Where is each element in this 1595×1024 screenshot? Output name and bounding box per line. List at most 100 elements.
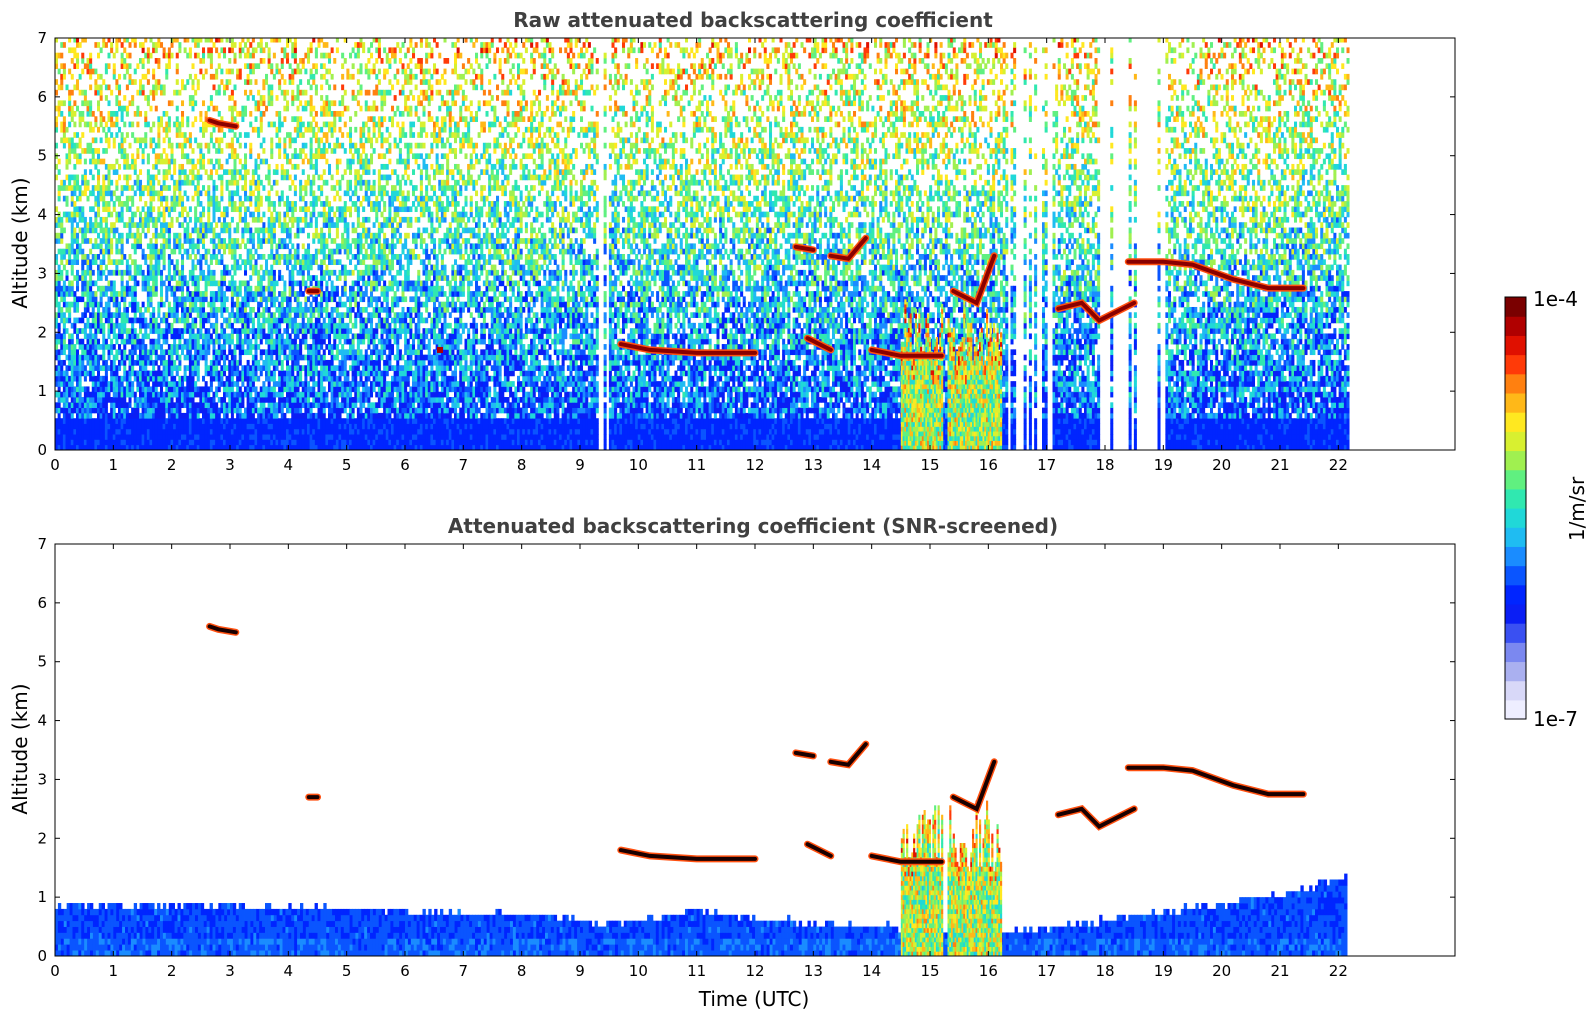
signal-cell <box>76 58 79 64</box>
signal-cell <box>181 318 184 324</box>
signal-cell <box>73 63 76 69</box>
signal-cell <box>318 143 321 149</box>
signal-cell <box>268 413 271 419</box>
signal-cell <box>262 413 265 419</box>
signal-cell <box>268 307 271 313</box>
signal-cell <box>102 270 105 276</box>
signal-cell <box>207 228 210 234</box>
signal-cell <box>323 222 326 228</box>
signal-cell <box>231 196 234 202</box>
signal-cell <box>129 53 132 59</box>
signal-cell <box>247 402 250 408</box>
signal-cell <box>165 333 168 339</box>
signal-cell <box>268 434 271 440</box>
signal-cell <box>176 439 179 445</box>
signal-cell <box>178 328 181 334</box>
signal-cell <box>289 429 292 435</box>
signal-cell <box>297 355 300 361</box>
signal-cell <box>302 429 305 435</box>
signal-cell <box>270 95 273 101</box>
signal-cell <box>244 408 247 414</box>
signal-cell <box>255 100 258 106</box>
signal-cell <box>92 302 95 308</box>
signal-cell <box>236 69 239 75</box>
signal-cell <box>68 418 71 424</box>
signal-cell <box>168 137 171 143</box>
signal-cell <box>323 323 326 329</box>
signal-cell <box>215 339 218 345</box>
signal-cell <box>215 328 218 334</box>
signal-cell <box>168 392 171 398</box>
signal-cell <box>100 259 103 265</box>
signal-cell <box>163 381 166 387</box>
signal-cell <box>281 238 284 244</box>
signal-cell <box>289 175 292 181</box>
signal-cell <box>231 418 234 424</box>
signal-cell <box>121 312 124 318</box>
signal-cell <box>134 312 137 318</box>
signal-cell <box>171 349 174 355</box>
signal-cell <box>155 386 158 392</box>
signal-cell <box>241 296 244 302</box>
signal-cell <box>268 90 271 96</box>
signal-cell <box>178 201 181 207</box>
signal-cell <box>234 371 237 377</box>
signal-cell <box>176 286 179 292</box>
signal-cell <box>152 95 155 101</box>
signal-cell <box>215 424 218 430</box>
signal-cell <box>310 434 313 440</box>
signal-cell <box>213 360 216 366</box>
signal-cell <box>105 185 108 191</box>
signal-cell <box>89 222 92 228</box>
signal-cell <box>247 53 250 59</box>
signal-cell <box>155 318 158 324</box>
signal-cell <box>105 286 108 292</box>
signal-cell <box>66 328 69 334</box>
signal-cell <box>276 360 279 366</box>
signal-cell <box>268 233 271 239</box>
signal-cell <box>115 371 118 377</box>
signal-cell <box>318 42 321 48</box>
signal-cell <box>97 265 100 271</box>
signal-cell <box>255 392 258 398</box>
signal-cell <box>176 180 179 186</box>
signal-cell <box>152 344 155 350</box>
signal-cell <box>283 106 286 112</box>
signal-cell <box>320 84 323 90</box>
signal-cell <box>173 376 176 382</box>
signal-cell <box>260 286 263 292</box>
signal-cell <box>94 212 97 218</box>
signal-cell <box>115 418 118 424</box>
signal-cell <box>113 280 116 286</box>
signal-cell <box>310 122 313 128</box>
signal-cell <box>260 434 263 440</box>
signal-cell <box>276 349 279 355</box>
signal-cell <box>150 302 153 308</box>
signal-cell <box>97 275 100 281</box>
signal-cell <box>213 418 216 424</box>
signal-cell <box>89 122 92 128</box>
signal-cell <box>304 180 307 186</box>
signal-cell <box>178 344 181 350</box>
signal-cell <box>278 84 281 90</box>
signal-cell <box>184 169 187 175</box>
signal-cell <box>291 339 294 345</box>
signal-cell <box>171 249 174 255</box>
signal-cell <box>92 360 95 366</box>
signal-cell <box>115 169 118 175</box>
signal-cell <box>144 259 147 265</box>
signal-cell <box>115 238 118 244</box>
signal-cell <box>234 249 237 255</box>
signal-cell <box>84 217 87 223</box>
signal-cell <box>265 106 268 112</box>
signal-cell <box>142 222 145 228</box>
signal-cell <box>307 355 310 361</box>
signal-cell <box>270 302 273 308</box>
signal-cell <box>113 69 116 75</box>
signal-cell <box>147 69 150 75</box>
signal-cell <box>186 53 189 59</box>
signal-cell <box>113 328 116 334</box>
signal-cell <box>260 302 263 308</box>
signal-cell <box>113 355 116 361</box>
signal-cell <box>81 339 84 345</box>
